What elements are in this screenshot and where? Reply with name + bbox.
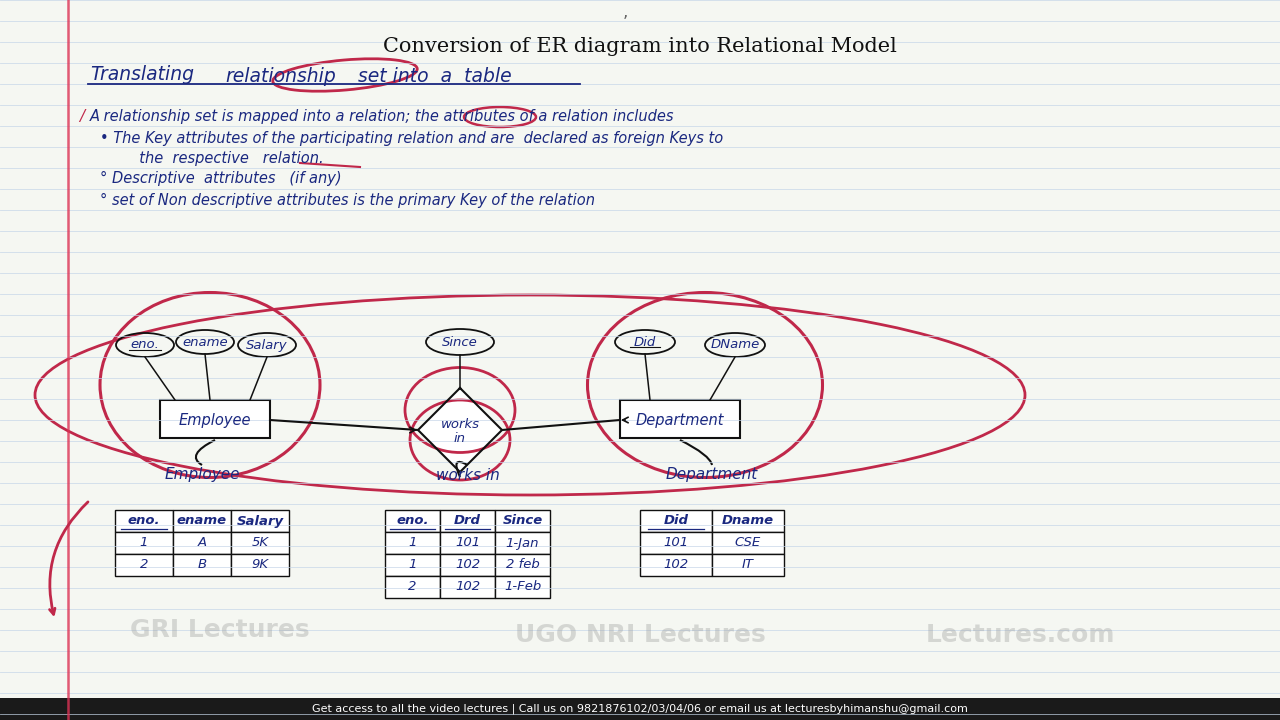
Text: Salary: Salary xyxy=(246,338,288,351)
Text: in: in xyxy=(454,433,466,446)
Text: B: B xyxy=(197,559,206,572)
Bar xyxy=(640,510,712,532)
Text: ename: ename xyxy=(182,336,228,348)
Bar xyxy=(230,554,289,576)
Text: • The Key attributes of the participating relation and are  declared as foreign : • The Key attributes of the participatin… xyxy=(100,130,723,145)
Bar xyxy=(115,532,173,554)
Bar xyxy=(640,532,712,554)
Bar xyxy=(385,554,440,576)
Bar xyxy=(440,510,495,532)
Bar xyxy=(385,510,440,532)
Text: CSE: CSE xyxy=(735,536,762,549)
Text: IT: IT xyxy=(742,559,754,572)
Text: Dname: Dname xyxy=(722,515,774,528)
Text: DName: DName xyxy=(710,338,759,351)
Text: A: A xyxy=(197,536,206,549)
Bar xyxy=(640,554,712,576)
Text: 2: 2 xyxy=(408,580,417,593)
Bar xyxy=(230,532,289,554)
Text: Conversion of ER diagram into Relational Model: Conversion of ER diagram into Relational… xyxy=(383,37,897,55)
Bar xyxy=(712,532,783,554)
Bar xyxy=(115,510,173,532)
Bar xyxy=(440,576,495,598)
Text: Since: Since xyxy=(502,515,543,528)
Text: ename: ename xyxy=(177,515,227,528)
Bar xyxy=(0,698,1280,720)
Text: /: / xyxy=(79,109,84,125)
Text: 1-Jan: 1-Jan xyxy=(506,536,539,549)
Text: 102: 102 xyxy=(454,559,480,572)
Bar xyxy=(230,510,289,532)
Text: Did: Did xyxy=(663,515,689,528)
Text: 102: 102 xyxy=(663,559,689,572)
Text: the  respective   relation.: the respective relation. xyxy=(131,150,324,166)
Text: Employee: Employee xyxy=(179,413,251,428)
Bar xyxy=(620,400,740,438)
Bar xyxy=(385,532,440,554)
Bar xyxy=(712,510,783,532)
Text: Employee: Employee xyxy=(164,467,239,482)
Text: works: works xyxy=(440,418,480,431)
Text: 1: 1 xyxy=(408,559,417,572)
Bar xyxy=(173,554,230,576)
Text: eno.: eno. xyxy=(128,515,160,528)
Bar xyxy=(440,532,495,554)
Text: GRI Lectures: GRI Lectures xyxy=(131,618,310,642)
Bar xyxy=(173,510,230,532)
Bar xyxy=(115,554,173,576)
Text: 101: 101 xyxy=(454,536,480,549)
Text: relationship: relationship xyxy=(225,66,335,86)
Text: 1-Feb: 1-Feb xyxy=(504,580,541,593)
Text: 102: 102 xyxy=(454,580,480,593)
Bar xyxy=(385,576,440,598)
Bar xyxy=(495,510,550,532)
Text: 1: 1 xyxy=(140,536,148,549)
Text: ° set of Non descriptive attributes is the primary Key of the relation: ° set of Non descriptive attributes is t… xyxy=(100,192,595,207)
Text: ° Descriptive  attributes   (if any): ° Descriptive attributes (if any) xyxy=(100,171,342,186)
Text: Department: Department xyxy=(666,467,758,482)
Bar xyxy=(495,554,550,576)
Bar xyxy=(440,554,495,576)
Bar xyxy=(160,400,270,438)
Bar xyxy=(495,576,550,598)
Text: A relationship set is mapped into a relation; the attributes of a relation inclu: A relationship set is mapped into a rela… xyxy=(90,109,675,125)
Text: Did: Did xyxy=(634,336,657,348)
Bar xyxy=(495,532,550,554)
Text: Lectures.com: Lectures.com xyxy=(925,623,1115,647)
Text: Department: Department xyxy=(636,413,724,428)
Polygon shape xyxy=(419,388,502,472)
Text: Drd: Drd xyxy=(454,515,481,528)
Text: eno.: eno. xyxy=(397,515,429,528)
Text: 9K: 9K xyxy=(251,559,269,572)
Text: 2: 2 xyxy=(140,559,148,572)
Text: Since: Since xyxy=(442,336,477,348)
Text: Translating: Translating xyxy=(90,66,195,84)
Text: 2 feb: 2 feb xyxy=(506,559,539,572)
Text: eno.: eno. xyxy=(131,338,160,351)
Text: 5K: 5K xyxy=(251,536,269,549)
Text: Get access to all the video lectures | Call us on 9821876102/03/04/06 or email u: Get access to all the video lectures | C… xyxy=(312,703,968,714)
Bar xyxy=(173,532,230,554)
Text: Salary: Salary xyxy=(237,515,284,528)
Text: UGO NRI Lectures: UGO NRI Lectures xyxy=(515,623,765,647)
Text: ,: , xyxy=(622,3,627,21)
Text: 1: 1 xyxy=(408,536,417,549)
Bar xyxy=(712,554,783,576)
Text: 101: 101 xyxy=(663,536,689,549)
Text: works in: works in xyxy=(435,467,499,482)
Text: set into  a  table: set into a table xyxy=(358,66,512,86)
